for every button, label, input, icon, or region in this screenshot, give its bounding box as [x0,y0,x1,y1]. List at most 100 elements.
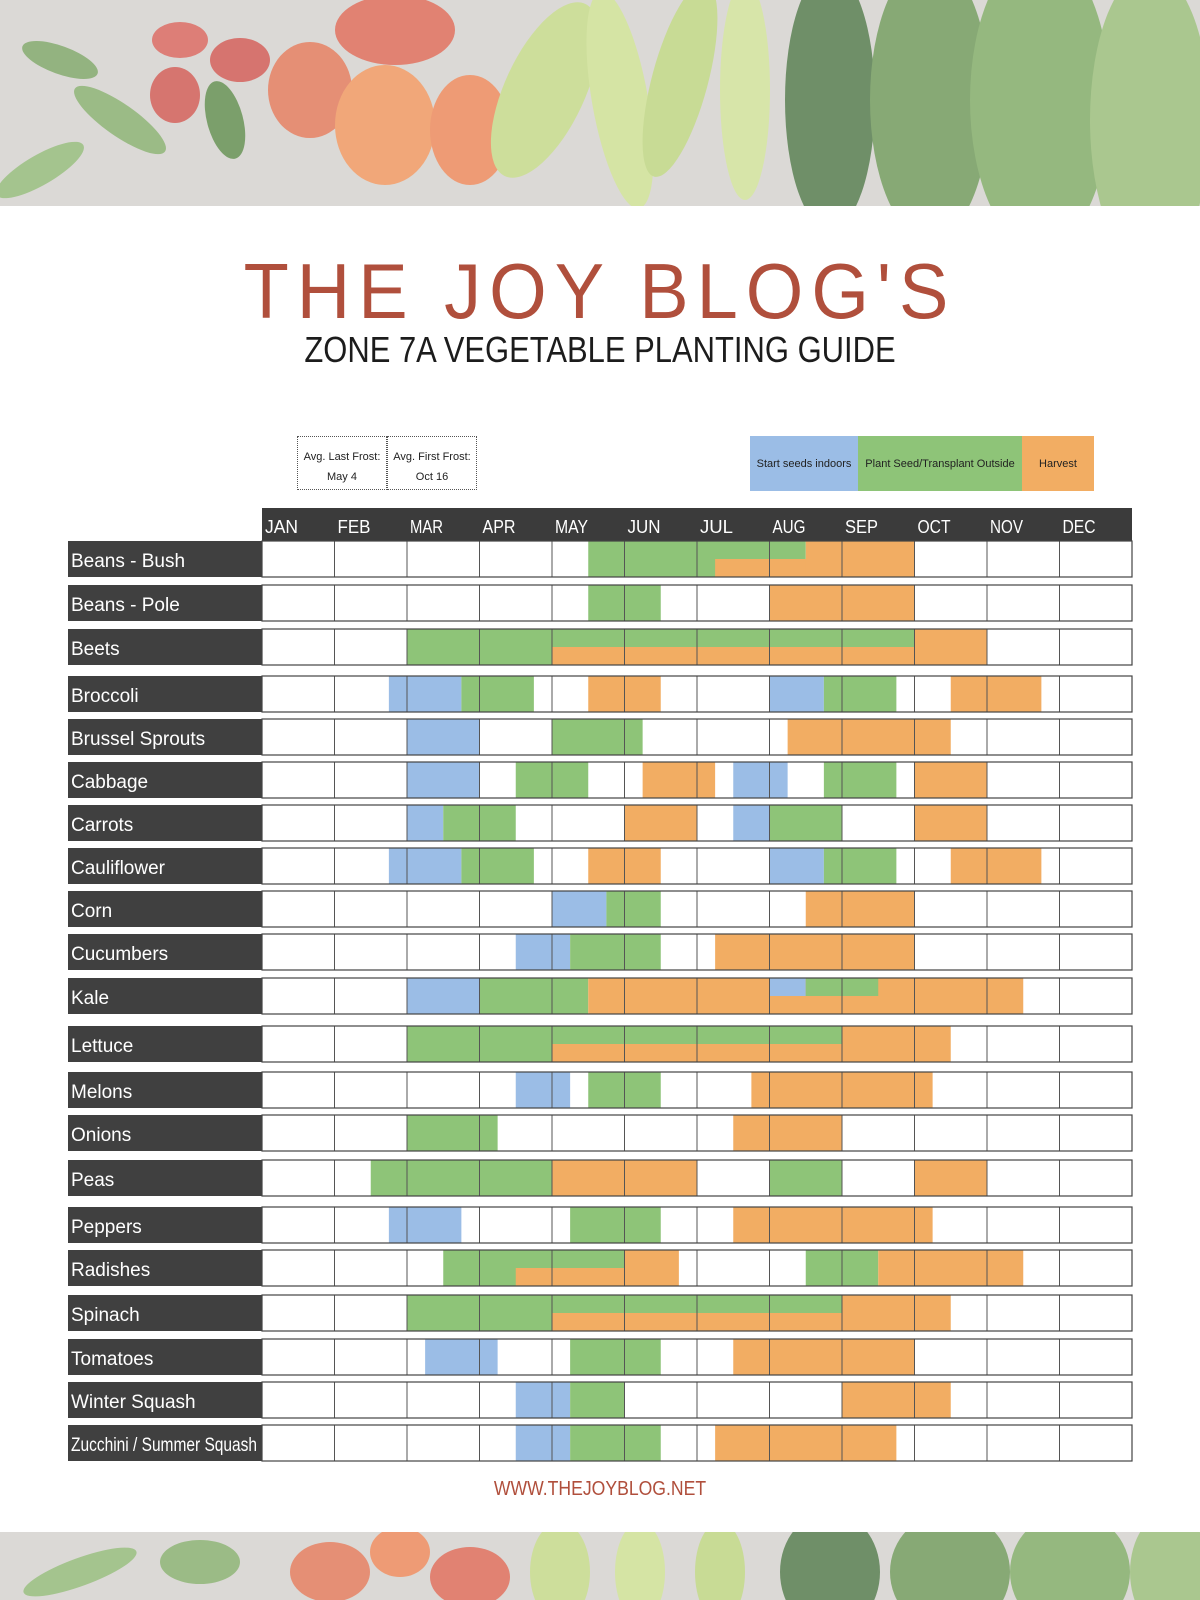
bar-harvest [624,805,697,841]
crop-label: Beets [71,639,120,660]
month-label: APR [483,517,516,537]
last-frost-box: Avg. Last Frost: May 4 [297,436,387,490]
row-border [261,847,1133,885]
bar-harvest [733,1115,842,1151]
bar-indoors [769,676,824,712]
bar-indoors [407,978,480,1014]
row-border [261,1424,1133,1462]
crop-label-bg [68,1382,262,1418]
bar-harvest [552,647,915,665]
crop-label-bg [68,719,262,755]
last-frost-date: May 4 [327,471,357,483]
crop-label: Onions [71,1125,131,1146]
crop-label-bg [68,676,262,712]
crop-label-bg [68,629,262,665]
first-frost-label: Avg. First Frost: [393,451,471,463]
bar-outside [570,934,661,970]
bar-outside [570,1207,661,1243]
crop-label-bg [68,1026,262,1062]
bar-indoors [733,762,788,798]
row-border [261,761,1133,799]
crop-label-bg [68,805,262,841]
month-label: DEC [1063,517,1096,537]
bar-outside [570,1339,661,1375]
bar-outside [823,848,897,884]
row-border [261,1071,1133,1109]
bar-outside [552,719,643,755]
crop-label: Tomatoes [71,1349,153,1370]
bar-harvest [914,1160,987,1196]
bar-outside [769,1160,842,1196]
bar-harvest [805,891,915,927]
bar-indoors [388,676,462,712]
bar-harvest [950,676,1042,712]
bar-outside [407,1115,498,1151]
month-label: OCT [918,517,951,537]
crop-label: Broccoli [71,686,139,707]
crop-label: Brussel Sprouts [71,729,205,750]
crop-label: Kale [71,988,109,1009]
month-label: NOV [990,517,1023,537]
row-border [261,628,1133,666]
bar-harvest [842,1382,951,1418]
bar-outside [570,1425,661,1461]
page-subtitle: ZONE 7A VEGETABLE PLANTING GUIDE [304,329,896,370]
crop-label: Zucchini / Summer Squash [71,1435,257,1456]
crop-label-bg [68,1160,262,1196]
month-label: AUG [773,517,806,537]
row-border [261,890,1133,928]
bar-harvest [805,541,915,577]
month-label: MAY [555,517,588,537]
bar-harvest [624,1250,679,1286]
bar-harvest [914,805,987,841]
row-border [261,718,1133,756]
crop-label-bg [68,1207,262,1243]
row-border [261,584,1133,622]
row-border [261,1294,1133,1332]
month-label: FEB [338,517,371,537]
bar-indoors [733,805,770,841]
bar-indoors [407,762,480,798]
row-border [261,1025,1133,1063]
crop-label: Cauliflower [71,858,166,879]
vegetable-photo-top [0,0,1200,206]
bar-indoors [388,848,462,884]
month-label: JUN [628,517,661,537]
crop-label-bg [68,978,262,1014]
bar-outside [370,1160,552,1196]
bar-indoors [388,1207,462,1243]
crop-label: Radishes [71,1260,150,1281]
row-border [261,804,1133,842]
bar-outside [823,762,897,798]
bar-harvest [878,1250,1024,1286]
bar-harvest [642,762,716,798]
bar-indoors [552,891,607,927]
month-label: MAR [410,517,443,537]
first-frost-date: Oct 16 [415,471,449,483]
bar-harvest [733,1207,933,1243]
crop-label: Beans - Bush [71,551,185,572]
crop-label-bg [68,762,262,798]
bar-outside [606,891,661,927]
bar-harvest [715,934,915,970]
footer-url[interactable]: WWW.THEJOYBLOG.NET [493,1478,707,1500]
legend-item-indoors: Start seeds indoors [750,436,858,491]
crop-label: Spinach [71,1305,140,1326]
legend: Start seeds indoors Plant Seed/Transplan… [750,436,1094,491]
bar-indoors [769,848,824,884]
crop-label: Peppers [71,1217,142,1238]
crop-label-bg [68,1425,262,1461]
bar-indoors [515,1425,571,1461]
row-border [261,1159,1133,1197]
crop-label: Melons [71,1082,132,1103]
bar-harvest [950,848,1042,884]
month-label: JAN [265,517,298,537]
month-label: JUL [700,517,733,537]
crop-label: Cabbage [71,772,148,793]
row-border [261,675,1133,713]
bar-harvest [914,629,987,665]
legend-item-outside: Plant Seed/Transplant Outside [858,436,1022,491]
bar-harvest [842,1026,951,1062]
bar-indoors [515,1072,571,1108]
